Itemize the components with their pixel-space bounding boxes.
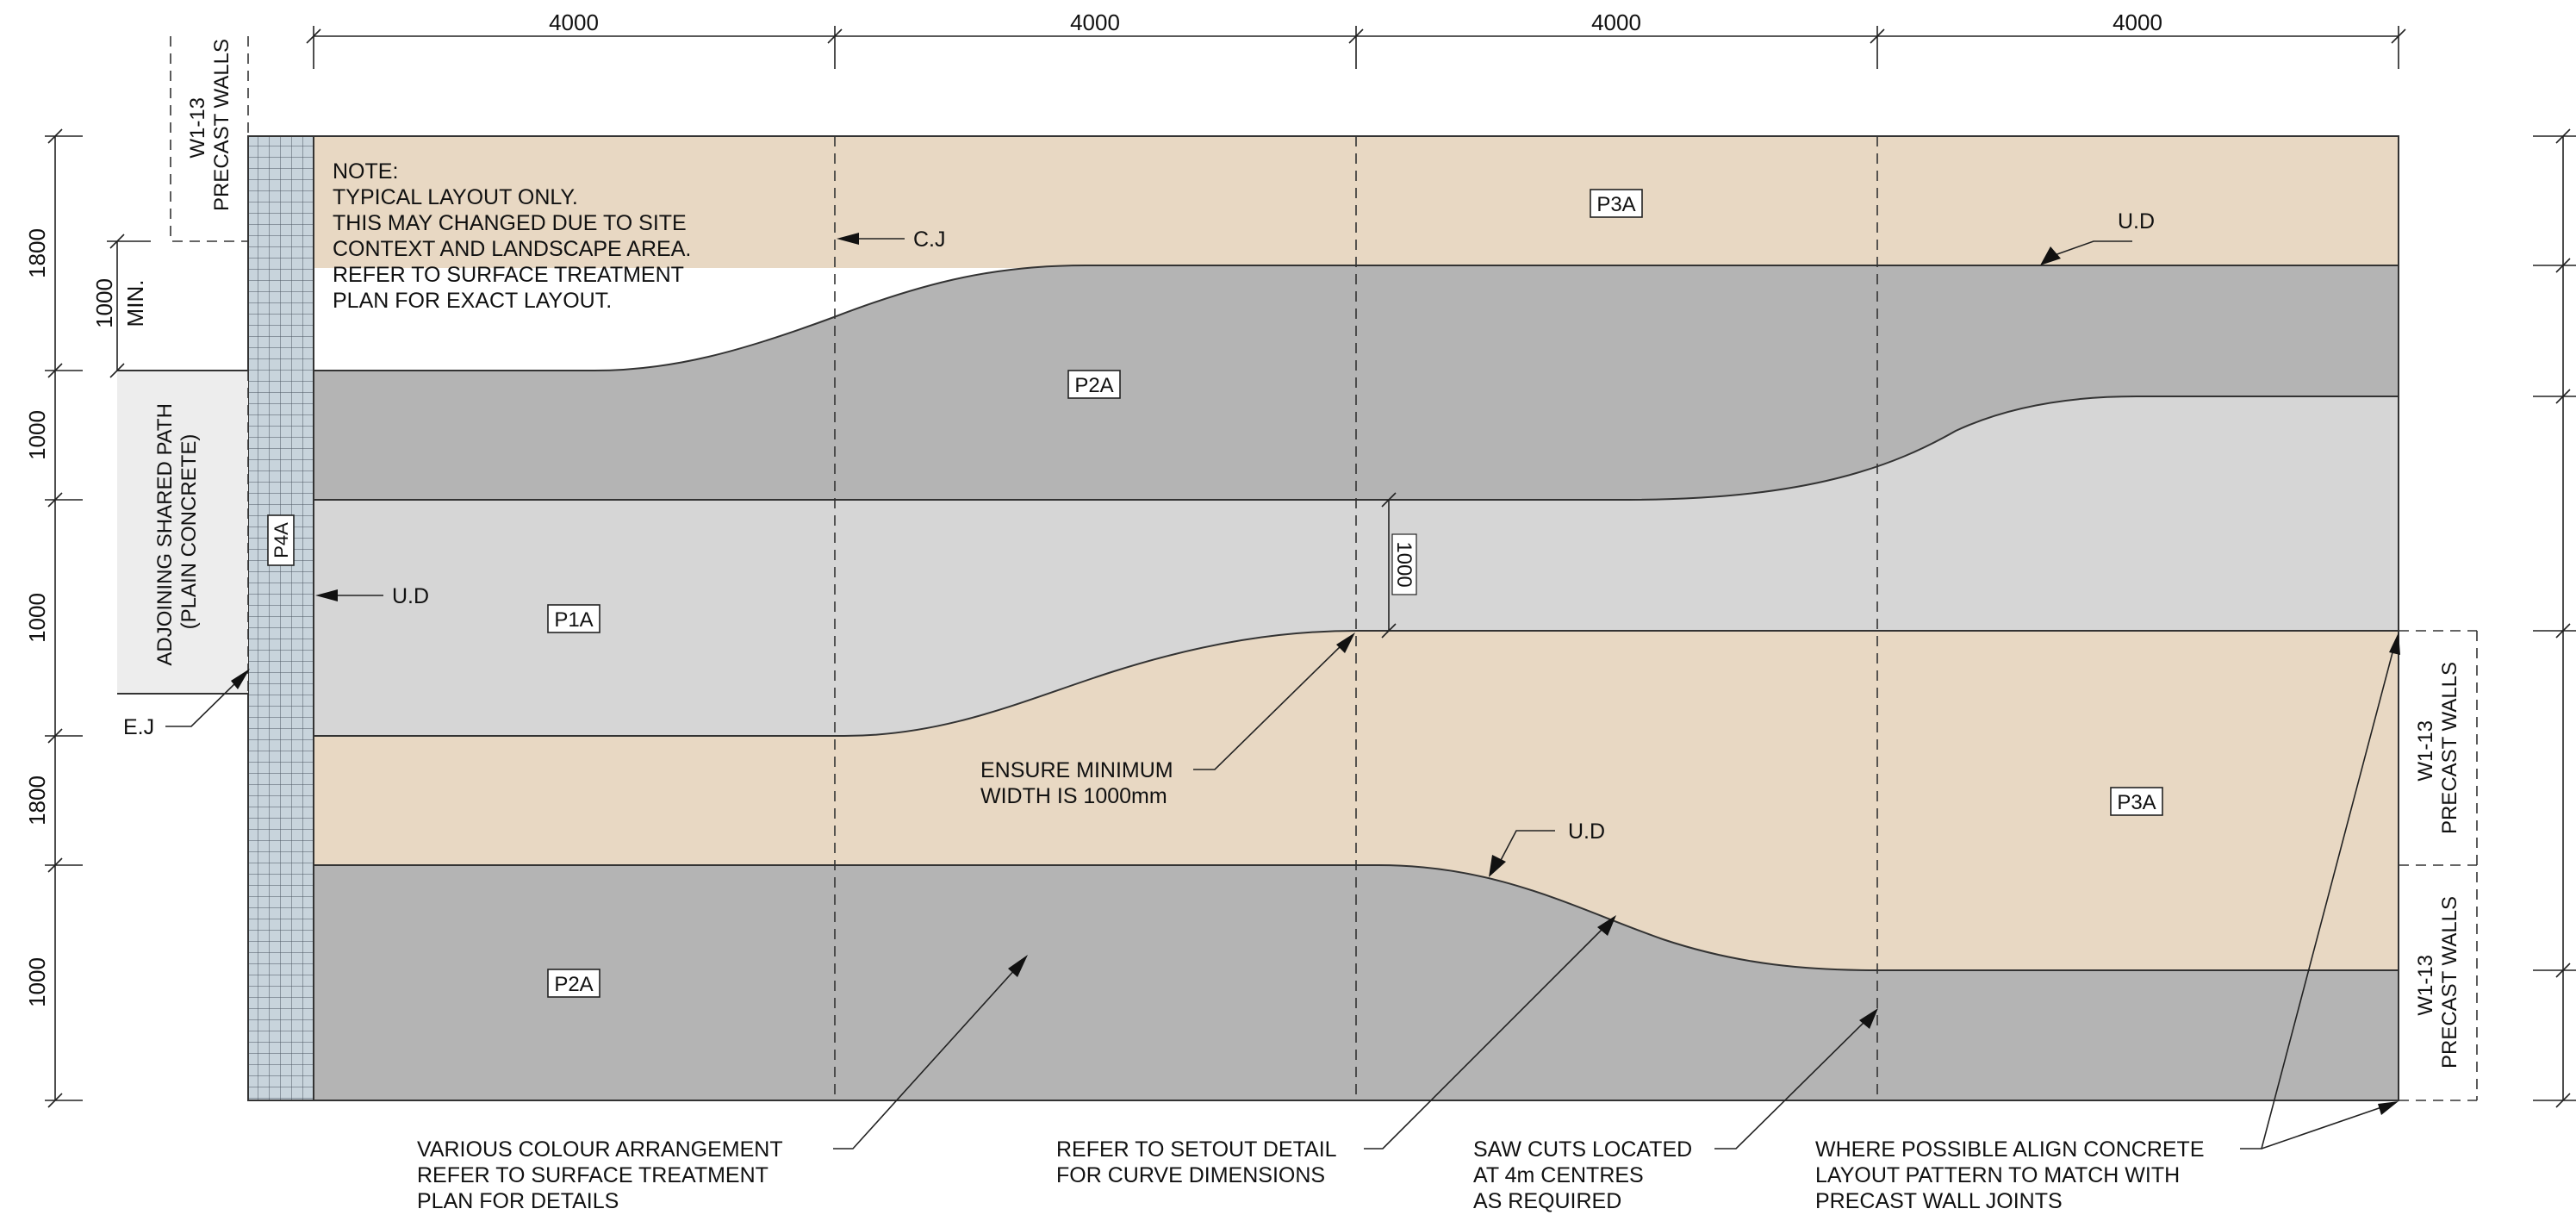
left-dimension-line — [45, 128, 83, 1108]
tag-p3a-top: P3A — [1590, 189, 1643, 218]
top-dim-1: 4000 — [549, 9, 599, 35]
precast-walls-top-outline — [170, 36, 249, 242]
svg-text:P2A: P2A — [1074, 374, 1113, 397]
ej-leader — [165, 669, 250, 727]
svg-text:P3A: P3A — [1596, 193, 1635, 216]
min-width-dim-min: MIN. — [122, 280, 148, 327]
cj-leader — [837, 233, 905, 245]
saw-cuts-callout-leader — [1714, 1008, 1878, 1150]
left-dim-3: 1000 — [24, 593, 50, 643]
top-dim-2: 4000 — [1070, 9, 1120, 35]
shared-path-area — [117, 371, 248, 694]
left-dim-5: 1000 — [24, 957, 50, 1007]
typical-layout-note: NOTE: TYPICAL LAYOUT ONLY. THIS MAY CHAN… — [333, 159, 697, 313]
ensure-min-label: ENSURE MINIMUM WIDTH IS 1000mm — [980, 758, 1179, 808]
p4a-label: P4A — [271, 522, 292, 558]
colour-callout: VARIOUS COLOUR ARRANGEMENT REFER TO SURF… — [417, 1137, 788, 1213]
saw-cuts-callout: SAW CUTS LOCATED AT 4m CENTRES AS REQUIR… — [1473, 1137, 1698, 1213]
precast-walls-right-lower-label: W1-13 PRECAST WALLS — [2414, 896, 2461, 1069]
svg-text:P2A: P2A — [554, 973, 593, 996]
tag-p1a: P1A — [547, 604, 600, 633]
tiled-edge-strip — [247, 135, 314, 1101]
ud-left-label: U.D — [392, 584, 429, 608]
ud-bottom-leader — [1489, 830, 1555, 877]
min-width-dim-value: 1000 — [91, 278, 117, 328]
p4a-tag: P4A — [267, 514, 295, 566]
precast-walls-right-outline — [2399, 630, 2478, 1101]
top-dim-4: 4000 — [2112, 9, 2162, 35]
svg-text:P1A: P1A — [554, 608, 593, 632]
tag-p2a-mid: P2A — [1067, 370, 1121, 399]
ensure-width-dim-value: 1000 — [1392, 541, 1416, 587]
left-dim-1: 1800 — [24, 228, 50, 278]
top-dimension-line — [306, 26, 2406, 69]
ud-top-label: U.D — [2118, 209, 2155, 234]
left-dim-2: 1000 — [24, 410, 50, 460]
cj-label: C.J — [913, 227, 946, 252]
ensure-width-dim-bg — [1391, 533, 1417, 595]
ud-top-leader — [2040, 240, 2132, 265]
saw-cut-lines — [834, 136, 1878, 1100]
min-width-dimension — [107, 234, 151, 378]
precast-walls-top-label: W1-13 PRECAST WALLS — [186, 39, 233, 211]
ud-left-leader — [315, 589, 383, 601]
align-callout: WHERE POSSIBLE ALIGN CONCRETE LAYOUT PAT… — [1815, 1137, 2210, 1213]
ud-bottom-label: U.D — [1568, 819, 1605, 844]
colour-callout-leader — [833, 955, 1028, 1150]
setout-callout: REFER TO SETOUT DETAIL FOR CURVE DIMENSI… — [1056, 1137, 1342, 1187]
precast-walls-right-upper-label: W1-13 PRECAST WALLS — [2414, 662, 2461, 834]
shared-path-outline — [117, 370, 249, 695]
ej-label: E.J — [123, 715, 154, 739]
right-dimension-line — [2533, 128, 2576, 1108]
tag-p2a-bottom: P2A — [547, 969, 600, 998]
svg-text:P3A: P3A — [2117, 791, 2156, 814]
ensure-min-leader — [1193, 632, 1355, 770]
left-dim-4: 1800 — [24, 776, 50, 826]
ensure-width-dimension — [1381, 492, 1397, 639]
top-dim-3: 4000 — [1591, 9, 1641, 35]
tag-p3a-right: P3A — [2110, 787, 2163, 816]
align-callout-leader — [2240, 632, 2400, 1150]
shared-path-label: ADJOINING SHARED PATH (PLAIN CONCRETE) — [153, 397, 201, 665]
setout-callout-leader — [1364, 915, 1616, 1150]
